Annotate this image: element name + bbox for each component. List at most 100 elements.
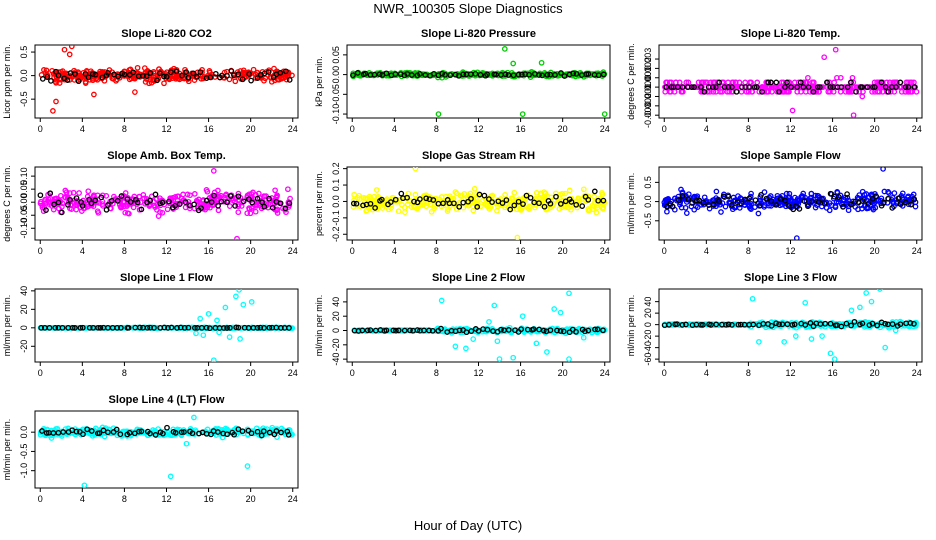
reference-point [440,200,446,207]
y-tick-label: -0.05 [19,205,29,226]
reference-point [844,191,850,197]
reference-point [411,198,417,205]
data-point [761,88,768,95]
data-points [350,46,608,117]
y-tick-label: 0 [19,325,29,330]
reference-point [390,327,397,334]
reference-point [733,88,740,95]
reference-point [889,205,896,211]
data-point [67,190,73,196]
data-point [111,193,117,200]
data-point [831,79,838,86]
data-point [193,330,199,337]
reference-point [477,71,484,78]
reference-point [261,325,267,331]
data-point [717,88,724,95]
data-points [661,167,919,240]
y-tick-label: 0.002 [643,57,653,80]
data-point [486,319,492,325]
reference-point [208,199,215,205]
reference-point [235,193,242,200]
reference-point [53,68,59,75]
reference-point [475,328,482,334]
x-tick-label: 12 [785,246,795,256]
data-point [209,202,215,208]
data-point [53,98,59,105]
data-point [82,78,89,85]
reference-point [844,84,851,90]
reference-point [669,203,676,210]
panel-title: Slope Li-820 Pressure [421,28,536,40]
data-point [850,112,857,118]
data-point [474,198,481,205]
data-point [232,78,239,85]
data-point [395,208,402,215]
data-point [230,197,236,204]
reference-point [595,197,602,204]
reference-point [174,325,180,331]
reference-point [573,328,579,335]
data-point [428,208,435,215]
data-point [792,194,798,201]
data-point [808,336,815,342]
data-point [191,191,198,197]
data-point [52,196,59,203]
reference-point [859,84,866,90]
reference-point [79,324,86,331]
reference-point [179,72,185,79]
data-point [586,207,593,213]
y-tick-label: 0.001 [643,66,653,89]
reference-point [698,84,704,90]
y-tick-label: -40 [331,353,341,366]
data-points [37,168,293,240]
reference-point [752,197,759,204]
data-point [590,206,596,213]
x-tick-label: 8 [122,124,127,134]
data-point [691,206,698,213]
reference-point [197,69,204,75]
x-tick-label: 24 [288,246,298,256]
x-tick-label: 12 [473,124,483,134]
x-tick-label: 4 [704,246,709,256]
reference-point [249,199,256,206]
data-point [510,60,517,67]
data-point [350,204,357,210]
y-tick-label: -0.2 [331,227,341,243]
reference-point [515,198,522,205]
panel-3: Slope Li-820 Temp. degrees C per min. 0 4 8 1… [626,28,923,134]
data-points [38,45,295,114]
x-tick-label: 8 [434,124,439,134]
reference-point [788,84,794,90]
y-tick-label: 0.1 [331,179,341,192]
reference-point [810,88,817,95]
x-tick-label: 20 [870,124,880,134]
reference-point [793,203,799,209]
data-point [214,317,220,324]
data-point [747,205,753,211]
x-tick-label: 12 [785,368,795,378]
reference-point [573,201,580,208]
reference-point [751,84,758,90]
reference-point [503,197,510,203]
reference-point [152,432,159,438]
reference-point [114,197,121,204]
y-tick-label: 0.00 [331,66,341,84]
data-point [351,191,358,198]
reference-point [92,71,99,78]
data-point [187,192,193,199]
x-tick-label: 24 [600,246,610,256]
reference-point [499,200,506,206]
reference-point [729,201,735,208]
reference-point [451,200,457,207]
panel-title: Slope Line 1 Flow [120,272,213,284]
data-point [203,201,210,207]
x-tick-label: 24 [600,368,610,378]
reference-point [55,199,62,206]
data-point [566,290,572,297]
reference-point [805,84,812,90]
reference-point [224,72,230,79]
reference-point [486,196,492,202]
data-point [206,68,213,74]
reference-point [277,69,284,76]
data-point [250,189,256,196]
